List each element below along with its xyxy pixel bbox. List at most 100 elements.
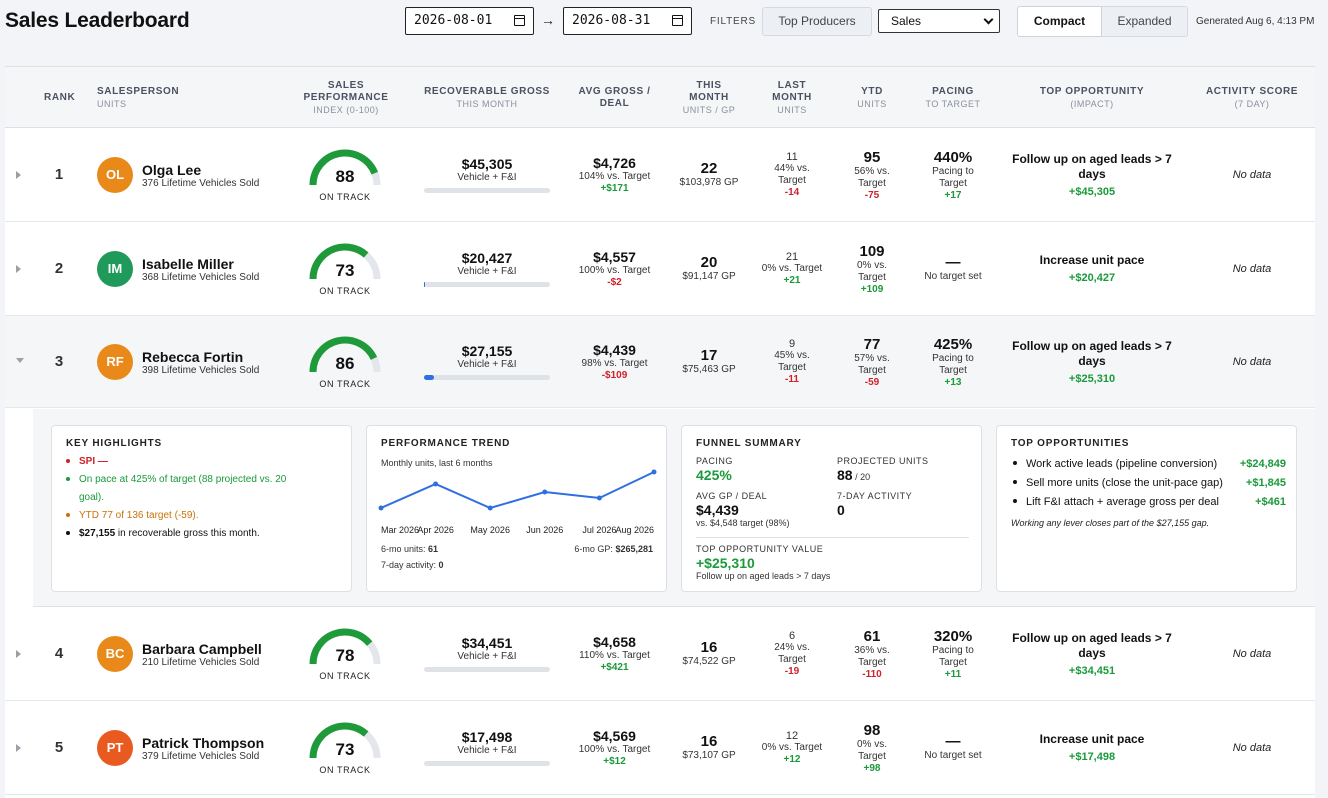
spi-status: ON TRACK <box>319 765 371 775</box>
calendar-icon[interactable] <box>514 15 525 26</box>
last-month-delta: +21 <box>783 275 801 286</box>
spi-status: ON TRACK <box>319 671 371 681</box>
ytd-vs-target: 56% vs. <box>854 165 890 177</box>
date-from-value: 2026-08-01 <box>414 13 493 28</box>
top-opportunity-title-2: days <box>1078 166 1106 181</box>
avg-gross-delta: +$171 <box>600 183 629 194</box>
table-row-5[interactable]: 5 PT Patrick Thompson 379 Lifetime Vehic… <box>5 701 1315 795</box>
trend-gp-summary: 6-mo GP: $265,281 <box>574 544 653 554</box>
expand-row-icon[interactable] <box>16 265 21 273</box>
salesperson-name[interactable]: Rebecca Fortin <box>142 349 244 365</box>
recoverable-progress-fill <box>424 282 426 287</box>
pacing-delta: +11 <box>944 668 962 680</box>
pacing-delta: +17 <box>944 189 962 201</box>
trend-x-label: Apr 2026 <box>417 525 454 535</box>
pacing-label-2: Target <box>939 177 967 189</box>
table-row-4[interactable]: 4 BC Barbara Campbell 210 Lifetime Vehic… <box>5 607 1315 701</box>
recoverable-progress-bar <box>424 375 550 380</box>
column-this-month[interactable]: THIS MONTH UNITS / GP <box>682 79 736 115</box>
column-last-month[interactable]: LAST MONTH UNITS <box>772 79 812 115</box>
highlight-item: On pace at 425% of target (88 projected … <box>66 471 286 488</box>
top-opportunity-value: +$17,498 <box>1068 751 1116 763</box>
collapse-row-icon[interactable] <box>16 358 24 363</box>
view-expanded-toggle[interactable]: Expanded <box>1102 6 1188 37</box>
date-to-input[interactable]: 2026-08-31 <box>563 7 692 35</box>
top-opportunities-note: Working any lever closes part of the $27… <box>1011 518 1210 528</box>
salesperson-name[interactable]: Barbara Campbell <box>142 641 262 657</box>
activity-score: No data <box>1232 741 1272 754</box>
recoverable-progress-fill <box>424 375 435 380</box>
department-select[interactable]: Sales <box>878 9 1000 33</box>
column-spi[interactable]: SALES PERFORMANCE INDEX (0-100) <box>303 79 389 115</box>
trend-point <box>433 481 439 487</box>
recoverable-gross-sub: Vehicle + F&I <box>457 266 517 277</box>
pacing-label-2: Target <box>939 364 967 376</box>
spi-gauge: 73 ON TRACK <box>305 239 385 301</box>
table-row-3[interactable]: 3 RF Rebecca Fortin 398 Lifetime Vehicle… <box>5 316 1315 408</box>
column-recoverable-gross[interactable]: RECOVERABLE GROSS THIS MONTH <box>424 85 550 109</box>
top-opportunity-title-2: days <box>1078 645 1106 660</box>
salesperson-name[interactable]: Isabelle Miller <box>142 256 234 272</box>
activity-score: No data <box>1232 262 1272 275</box>
highlight-item: YTD 77 of 136 target (-59). <box>66 507 199 524</box>
ytd-delta: -59 <box>864 376 880 388</box>
avatar: BC <box>97 636 133 672</box>
column-rank[interactable]: RANK <box>44 91 76 103</box>
table-row-1[interactable]: 1 OL Olga Lee 376 Lifetime Vehicles Sold… <box>5 128 1315 222</box>
last-month-units: 9 <box>788 338 796 350</box>
this-month-gp: $74,522 GP <box>682 656 736 667</box>
table-row-2[interactable]: 2 IM Isabelle Miller 368 Lifetime Vehicl… <box>5 222 1315 316</box>
column-avg-gross[interactable]: AVG GROSS / DEAL <box>578 85 651 109</box>
pacing-value: 425% <box>933 335 973 353</box>
funnel-activity-value: 0 <box>837 502 845 518</box>
calendar-icon[interactable] <box>672 15 683 26</box>
pacing-label: Pacing to <box>932 644 974 656</box>
spi-value: 86 <box>335 354 355 373</box>
trend-point <box>378 505 384 511</box>
bullet-icon <box>66 513 70 518</box>
funnel-opp-label: TOP OPPORTUNITY VALUE <box>696 544 824 554</box>
top-producers-button[interactable]: Top Producers <box>762 7 872 36</box>
avg-gross-delta: -$2 <box>607 277 622 288</box>
column-top-opportunity[interactable]: TOP OPPORTUNITY (IMPACT) <box>1039 85 1145 109</box>
bullet-icon <box>66 459 70 464</box>
spi-gauge-arc <box>309 149 381 186</box>
recoverable-progress-bar <box>424 282 550 287</box>
view-compact-toggle[interactable]: Compact <box>1017 6 1102 37</box>
column-ytd[interactable]: YTD UNITS <box>857 85 887 109</box>
column-activity-score[interactable]: ACTIVITY SCORE (7 DAY) <box>1205 85 1299 109</box>
avg-gross-vs-target: 98% vs. Target <box>581 358 648 369</box>
top-opportunities-card: TOP OPPORTUNITIES Work active leads (pip… <box>996 425 1297 592</box>
ytd-delta: -110 <box>862 668 882 680</box>
ytd-vs-target-2: Target <box>858 364 886 376</box>
avatar: OL <box>97 157 133 193</box>
trend-x-label: Mar 2026 <box>381 525 419 535</box>
last-month-vs-target: 0% vs. Target <box>761 263 823 274</box>
top-opportunity-title: Increase unit pace <box>1039 732 1145 746</box>
top-opportunity-title: Increase unit pace <box>1039 253 1145 267</box>
rank-value: 4 <box>54 645 64 662</box>
spi-value: 73 <box>335 740 355 759</box>
page-title: Sales Leaderboard <box>5 9 190 32</box>
pacing-value: 320% <box>933 627 973 645</box>
last-month-vs-target-2: Target <box>778 654 806 665</box>
avg-gross: $4,726 <box>593 155 636 171</box>
funnel-projected-label: PROJECTED UNITS <box>837 456 929 466</box>
recoverable-gross-sub: Vehicle + F&I <box>457 359 517 370</box>
expand-row-icon[interactable] <box>16 744 21 752</box>
generated-timestamp: Generated Aug 6, 4:13 PM <box>1196 16 1315 27</box>
trend-point <box>651 469 657 475</box>
salesperson-name[interactable]: Olga Lee <box>142 162 202 178</box>
ytd-vs-target: 57% vs. <box>854 352 890 364</box>
date-from-input[interactable]: 2026-08-01 <box>405 7 534 35</box>
key-highlights-title: KEY HIGHLIGHTS <box>66 438 163 449</box>
top-opportunities-title: TOP OPPORTUNITIES <box>1011 438 1130 449</box>
spi-gauge-arc <box>309 628 381 665</box>
expand-row-icon[interactable] <box>16 650 21 658</box>
salesperson-name[interactable]: Patrick Thompson <box>142 735 265 751</box>
column-pacing[interactable]: PACING TO TARGET <box>925 85 981 109</box>
column-salesperson[interactable]: SALESPERSON UNITS <box>97 85 180 109</box>
ytd-vs-target: 36% vs. <box>854 644 890 656</box>
expand-row-icon[interactable] <box>16 171 21 179</box>
last-month-delta: -14 <box>784 187 800 198</box>
